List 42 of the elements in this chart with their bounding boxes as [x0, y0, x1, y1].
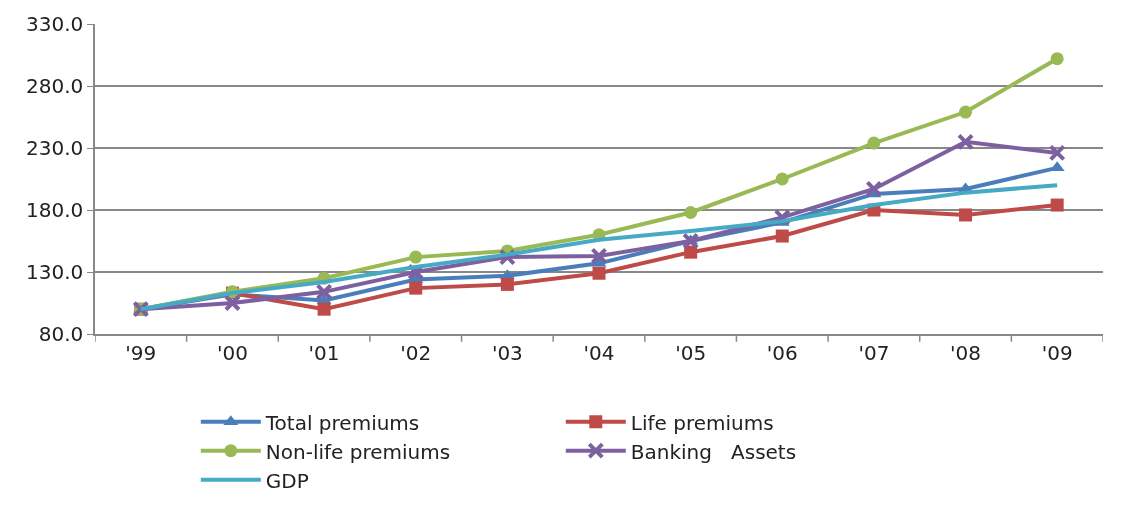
y-tick-label: 130.0 — [25, 260, 84, 284]
legend-label: Total premiums — [264, 410, 420, 435]
y-tick-label: 80.0 — [38, 322, 84, 346]
y-tick-label: 330.0 — [25, 12, 84, 36]
x-tick-label: '09 — [1041, 340, 1073, 365]
point — [1050, 198, 1064, 212]
point — [317, 302, 331, 316]
point — [867, 136, 881, 150]
legend-label: Life premiums — [630, 410, 774, 435]
point — [959, 208, 973, 222]
x-tick-label: '99 — [125, 340, 157, 365]
y-tick-label: 230.0 — [25, 136, 84, 160]
x-tick-label: '01 — [308, 340, 340, 365]
point — [957, 133, 975, 151]
x-tick-label: '07 — [858, 340, 890, 365]
x-tick-label: '08 — [950, 340, 982, 365]
point — [590, 247, 608, 265]
point — [775, 172, 789, 186]
legend-label: Banking Assets — [630, 439, 797, 464]
y-tick-label: 280.0 — [25, 74, 84, 98]
legend-label: GDP — [265, 468, 309, 493]
point — [1050, 52, 1064, 66]
x-tick-label: '02 — [400, 340, 432, 365]
point — [500, 277, 514, 291]
point — [409, 250, 423, 264]
point — [592, 266, 606, 280]
point — [409, 281, 423, 295]
point — [684, 205, 698, 219]
x-tick-label: '05 — [675, 340, 707, 365]
point — [223, 294, 241, 312]
point — [959, 105, 973, 119]
x-tick-label: '03 — [491, 340, 523, 365]
point — [315, 283, 333, 301]
y-tick-label: 180.0 — [25, 198, 84, 222]
legend-label: Non-life premiums — [265, 439, 451, 464]
point — [775, 229, 789, 243]
x-tick-label: '00 — [216, 340, 248, 365]
point — [1048, 144, 1066, 162]
x-tick-label: '04 — [583, 340, 615, 365]
point — [682, 232, 700, 250]
point — [865, 180, 883, 198]
x-tick-label: '06 — [766, 340, 798, 365]
